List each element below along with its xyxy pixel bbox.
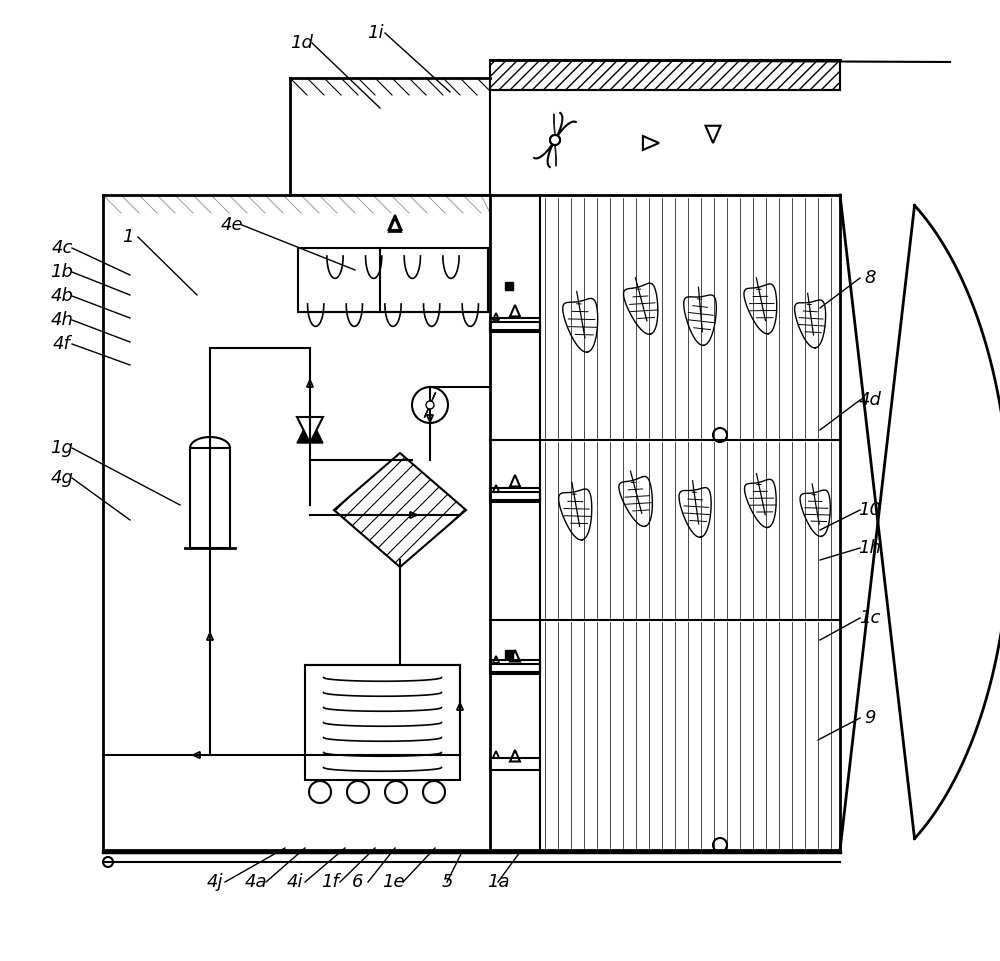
Text: 1a: 1a — [487, 873, 509, 891]
Polygon shape — [297, 417, 323, 443]
Text: 1: 1 — [122, 228, 134, 246]
Bar — [490, 492, 540, 502]
Text: 6: 6 — [352, 873, 364, 891]
Polygon shape — [297, 417, 323, 443]
Bar — [490, 664, 540, 674]
Bar — [490, 60, 840, 90]
Bar — [490, 660, 540, 672]
Text: 4b: 4b — [51, 287, 73, 305]
Text: 1f: 1f — [321, 873, 339, 891]
Circle shape — [550, 135, 560, 145]
Polygon shape — [555, 140, 556, 166]
Text: 8: 8 — [864, 269, 876, 287]
Bar — [190, 448, 230, 548]
Polygon shape — [554, 113, 555, 140]
Text: 1b: 1b — [51, 263, 73, 281]
Text: 4c: 4c — [51, 239, 73, 257]
Text: 4g: 4g — [51, 469, 73, 487]
Bar — [305, 665, 460, 780]
Bar — [505, 650, 513, 658]
Bar — [490, 488, 540, 500]
Text: 4d: 4d — [859, 391, 881, 409]
Text: 4f: 4f — [53, 335, 71, 353]
Text: 1i: 1i — [367, 24, 383, 42]
Text: 10: 10 — [858, 501, 882, 519]
Text: 1d: 1d — [291, 34, 313, 52]
Text: 1e: 1e — [382, 873, 404, 891]
Bar — [490, 758, 540, 770]
Circle shape — [550, 135, 560, 145]
Text: 1g: 1g — [51, 439, 73, 457]
Circle shape — [412, 387, 448, 423]
Bar — [505, 282, 513, 290]
Text: 1c: 1c — [859, 609, 881, 627]
Text: 9: 9 — [864, 709, 876, 727]
Bar — [490, 318, 540, 330]
Text: 5: 5 — [441, 873, 453, 891]
Text: 4e: 4e — [221, 216, 243, 234]
Bar — [298, 248, 488, 312]
Bar — [490, 322, 540, 332]
Polygon shape — [430, 392, 436, 405]
Text: 4j: 4j — [207, 873, 223, 891]
Circle shape — [426, 401, 434, 409]
Text: 4a: 4a — [245, 873, 267, 891]
Text: 1h: 1h — [859, 539, 881, 557]
Text: 4i: 4i — [287, 873, 303, 891]
Polygon shape — [424, 405, 430, 418]
Text: 4h: 4h — [51, 311, 73, 329]
